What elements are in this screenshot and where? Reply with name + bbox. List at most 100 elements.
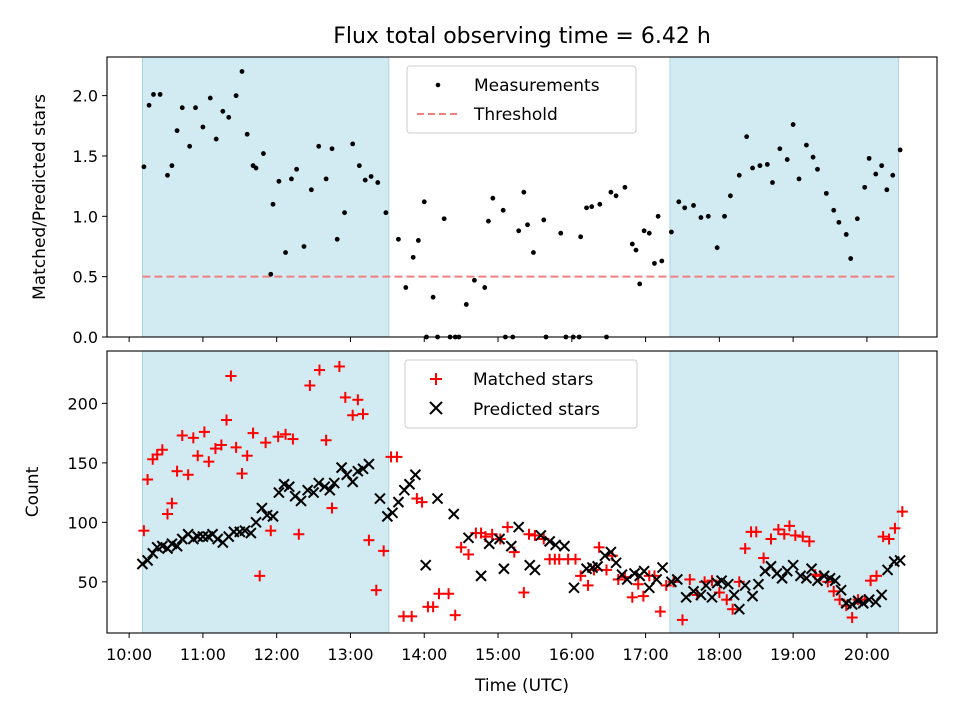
x-tick-label: 18:00	[696, 645, 742, 664]
measurement-point	[329, 146, 335, 152]
y-tick-label: 1.0	[73, 207, 98, 226]
measurement-point	[622, 184, 628, 190]
matched-stars-points	[138, 360, 908, 626]
matched-star-point	[333, 360, 345, 372]
predicted-star-b	[680, 591, 692, 604]
measurement-point	[584, 205, 589, 211]
measurement-point	[244, 131, 250, 137]
predicted-star-point	[409, 469, 422, 481]
matched-star-point	[569, 553, 581, 565]
measurement-point	[589, 204, 595, 210]
matched-star-point	[797, 531, 809, 543]
predicted-star-b	[324, 484, 336, 496]
predicted-star-b	[728, 589, 740, 601]
predicted-star-b	[392, 496, 405, 508]
predicted-star-b	[700, 579, 712, 592]
measurement-point	[421, 199, 427, 205]
measurement-point	[482, 285, 488, 290]
measurement-point	[403, 285, 409, 290]
predicted-star-b	[752, 578, 765, 590]
measurement-point	[744, 134, 750, 140]
predicted-star-point	[318, 480, 331, 493]
matched-star-point	[254, 570, 266, 582]
measurement-point	[179, 105, 185, 111]
top-plot-frame	[106, 56, 938, 338]
predicted-star-b	[829, 574, 841, 587]
bottom-legend: Matched stars Predicted stars	[404, 359, 638, 429]
matched-star-point	[225, 370, 237, 382]
top-y-axis: 0.0 0.5 1.0 1.5 2.0	[73, 87, 107, 347]
matched-star-point	[684, 573, 696, 585]
predicted-star-point	[800, 572, 813, 584]
matched-star-point	[236, 468, 248, 480]
x-tick-label: 15:00	[475, 645, 521, 664]
predicted-star-point	[363, 458, 375, 470]
predicted-star-b	[197, 530, 209, 543]
matched-star-point	[518, 587, 530, 599]
predicted-star-point	[776, 572, 788, 584]
measurement-point	[676, 199, 682, 205]
predicted-star-b	[431, 492, 444, 505]
measurement-point	[193, 105, 198, 111]
predicted-star-point	[529, 564, 541, 576]
predicted-star-b	[346, 476, 359, 488]
shaded-interval	[142, 56, 390, 338]
predicted-star-point	[794, 570, 807, 582]
predicted-star-b	[318, 480, 331, 493]
measurement-point	[375, 180, 381, 185]
predicted-star-b	[289, 490, 301, 502]
measurement-point	[174, 128, 180, 134]
predicted-star-point	[245, 527, 257, 539]
measurement-point	[289, 176, 294, 182]
legend-marker-measurements	[435, 82, 441, 88]
measurement-point	[879, 163, 885, 169]
matched-star-point	[192, 450, 204, 462]
matched-star-point	[433, 588, 445, 600]
top-legend-box	[406, 65, 637, 134]
predicted-star-b	[765, 560, 777, 573]
matched-star-point	[313, 364, 325, 376]
predicted-star-point	[739, 579, 751, 592]
predicted-star-point	[283, 480, 295, 493]
predicted-star-b	[141, 554, 154, 567]
measurement-point	[430, 294, 436, 300]
measurement-point	[843, 232, 849, 237]
matched-star-point	[326, 502, 338, 514]
measurement-point	[207, 95, 213, 101]
predicted-star-b	[409, 469, 422, 481]
legend-label-matched: Matched stars	[473, 370, 593, 390]
matched-star-point	[406, 610, 418, 622]
predicted-star-b	[381, 510, 394, 523]
predicted-star-b	[787, 559, 799, 571]
predicted-star-b	[610, 557, 622, 569]
measurement-point	[261, 151, 266, 156]
predicted-star-point	[715, 574, 728, 587]
predicted-star-b	[805, 563, 818, 575]
matched-star-point	[632, 578, 644, 590]
predicted-star-point	[346, 476, 359, 488]
measurement-point	[151, 92, 156, 97]
measurement-point	[790, 122, 796, 127]
measurement-point	[486, 218, 491, 224]
predicted-star-point	[295, 495, 307, 507]
measurement-point	[669, 229, 674, 235]
measurement-point	[770, 180, 775, 185]
measurement-point	[682, 205, 688, 211]
matched-star-point	[187, 432, 199, 444]
predicted-star-b	[852, 595, 864, 607]
predicted-star-point	[599, 549, 611, 562]
shaded-interval	[669, 56, 900, 338]
measurement-point	[848, 256, 854, 261]
legend-marker-predicted	[429, 401, 443, 415]
matched-star-point	[803, 535, 815, 547]
measurement-point	[815, 166, 820, 172]
matched-star-point	[443, 588, 455, 600]
measurement-point	[866, 155, 872, 161]
matched-star-point	[676, 614, 688, 626]
matched-star-point	[654, 606, 666, 618]
predicted-star-b	[835, 584, 847, 596]
matched-star-point	[265, 525, 277, 537]
measurement-point	[521, 189, 527, 195]
legend-marker-matched	[430, 373, 442, 385]
predicted-star-b	[715, 574, 728, 587]
